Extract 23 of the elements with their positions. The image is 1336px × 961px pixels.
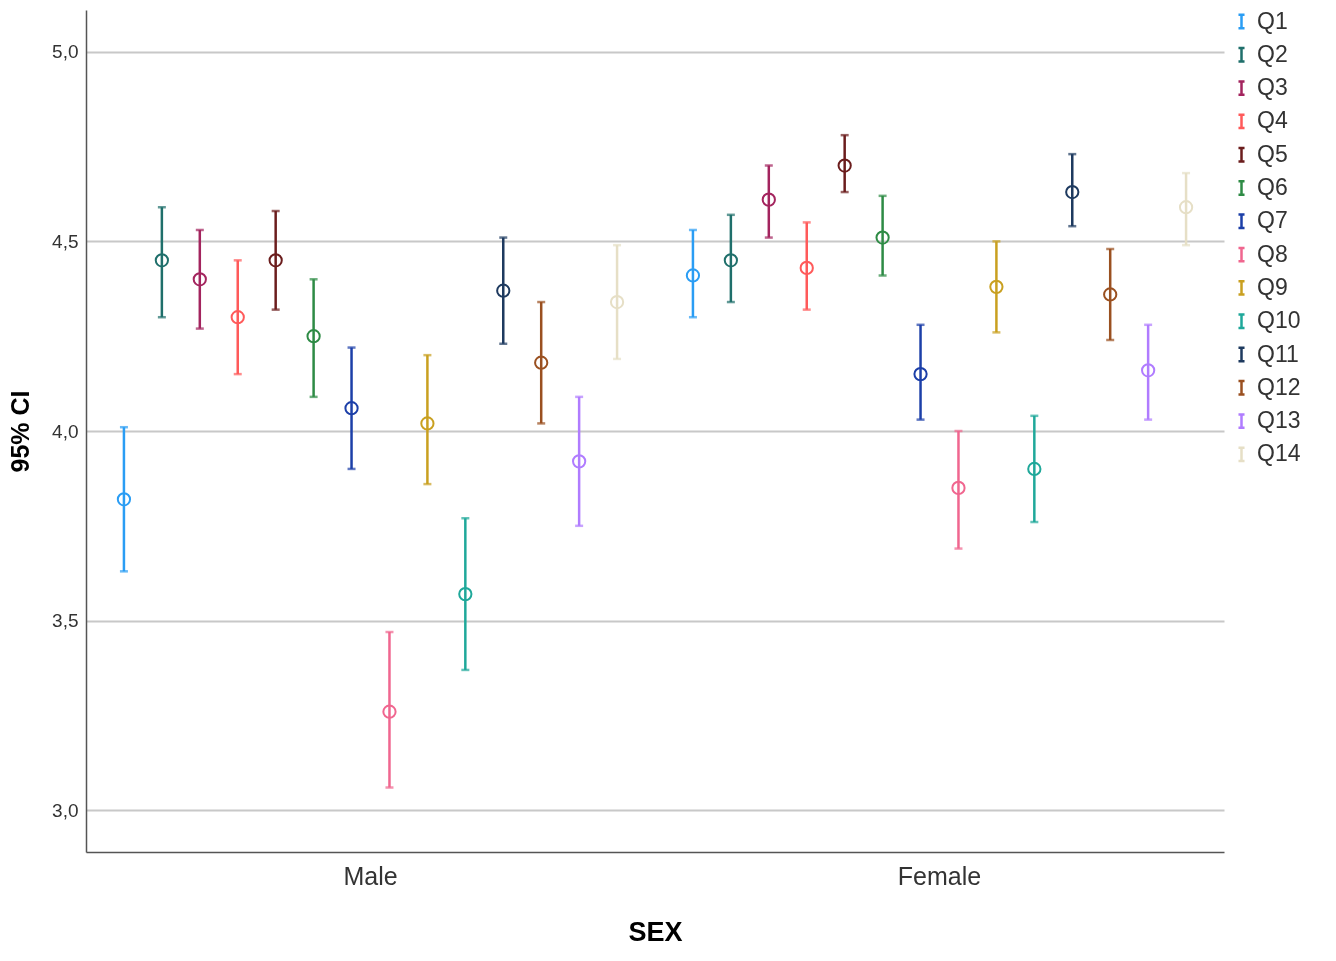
x-axis-title: SEX bbox=[628, 916, 683, 947]
y-tick-label: 3,5 bbox=[52, 610, 79, 632]
legend-label: Q11 bbox=[1257, 340, 1299, 367]
legend-label: Q12 bbox=[1257, 373, 1301, 400]
legend-label: Q8 bbox=[1257, 240, 1288, 267]
legend-label: Q3 bbox=[1257, 74, 1288, 101]
legend-label: Q4 bbox=[1257, 107, 1288, 134]
legend-label: Q13 bbox=[1257, 407, 1301, 434]
y-tick-label: 5,0 bbox=[52, 41, 79, 63]
legend-label: Q2 bbox=[1257, 40, 1288, 67]
legend-label: Q10 bbox=[1257, 307, 1301, 334]
y-axis-title: 95% CI bbox=[6, 390, 35, 473]
legend-label: Q1 bbox=[1257, 7, 1288, 34]
x-tick-label: Male bbox=[343, 861, 398, 890]
y-tick-label: 4,0 bbox=[52, 420, 79, 442]
legend-label: Q5 bbox=[1257, 140, 1288, 167]
legend-label: Q6 bbox=[1257, 174, 1288, 200]
legend-label: Q14 bbox=[1257, 440, 1301, 467]
y-tick-label: 4,5 bbox=[52, 230, 79, 252]
legend-label: Q9 bbox=[1257, 273, 1288, 300]
legend-label: Q7 bbox=[1257, 207, 1288, 234]
x-tick-label: Female bbox=[897, 861, 982, 890]
y-tick-label: 3,0 bbox=[52, 799, 79, 821]
